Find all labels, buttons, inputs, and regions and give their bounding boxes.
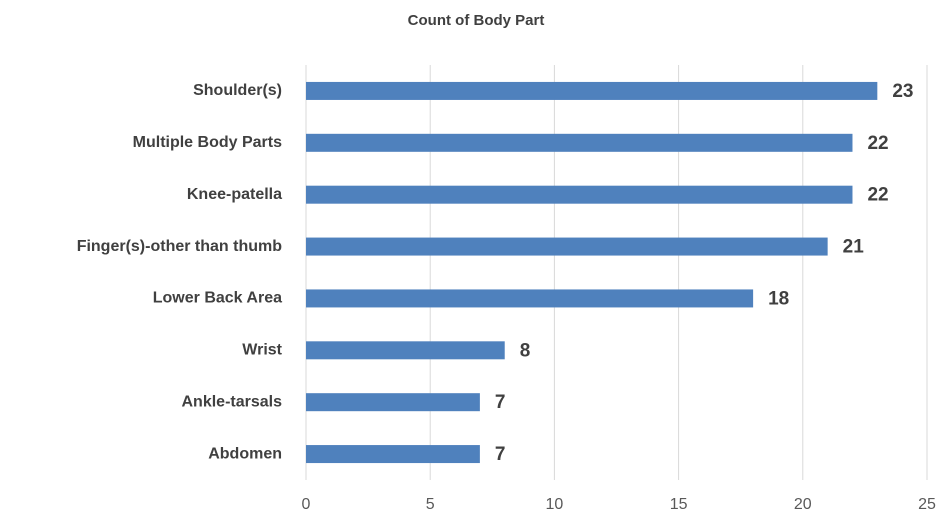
bar xyxy=(306,341,505,360)
data-label: 21 xyxy=(843,237,865,258)
bar xyxy=(306,393,480,412)
x-tick-label: 15 xyxy=(670,496,688,513)
bar xyxy=(306,445,480,464)
y-tick-label: Shoulder(s) xyxy=(193,82,282,99)
data-label: 18 xyxy=(768,288,789,309)
y-tick-label: Ankle-tarsals xyxy=(182,393,283,410)
x-tick-label: 5 xyxy=(426,496,435,513)
bar xyxy=(306,289,754,308)
data-label: 7 xyxy=(495,392,506,413)
y-tick-label: Finger(s)-other than thumb xyxy=(77,238,283,255)
data-label: 7 xyxy=(495,444,506,465)
y-tick-label: Knee-patella xyxy=(187,186,282,203)
bar xyxy=(306,81,878,100)
data-label: 22 xyxy=(867,133,888,154)
chart-title: Count of Body Part xyxy=(408,12,545,29)
x-tick-label: 25 xyxy=(918,496,936,513)
x-tick-label: 20 xyxy=(794,496,812,513)
y-tick-label: Abdomen xyxy=(208,445,282,462)
data-label: 23 xyxy=(892,81,913,102)
x-tick-label: 0 xyxy=(302,496,311,513)
bar xyxy=(306,133,853,152)
y-tick-label: Lower Back Area xyxy=(153,290,282,307)
bar xyxy=(306,237,828,256)
x-tick-label: 10 xyxy=(546,496,564,513)
data-label: 8 xyxy=(520,340,531,361)
y-tick-label: Wrist xyxy=(242,342,282,359)
bar xyxy=(306,185,853,204)
data-label: 22 xyxy=(867,185,888,206)
y-tick-label: Multiple Body Parts xyxy=(133,134,282,151)
